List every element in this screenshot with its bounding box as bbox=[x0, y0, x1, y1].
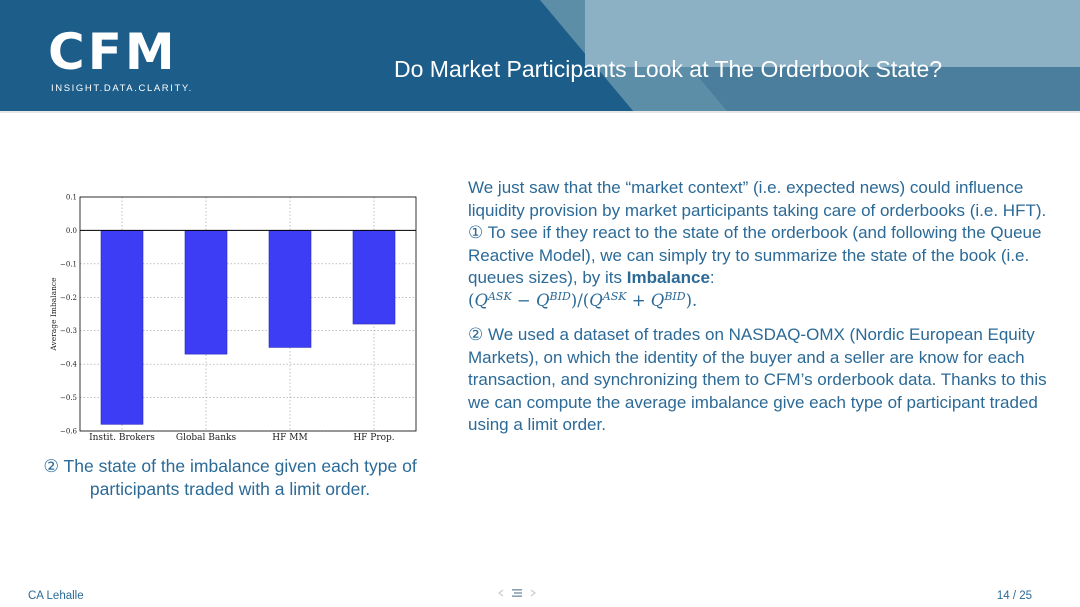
plot-frame bbox=[79, 196, 417, 432]
y-tick-label: 0.1 bbox=[66, 194, 77, 202]
colon: : bbox=[709, 268, 715, 287]
x-tick-label: Instit. Brokers bbox=[89, 433, 155, 443]
formula-ask: ASK bbox=[602, 289, 627, 303]
formula-q: Q bbox=[474, 290, 488, 310]
formula-close: ). bbox=[685, 290, 698, 310]
chart-bar bbox=[352, 230, 396, 325]
y-tick-label: −0.2 bbox=[60, 294, 77, 302]
formula-ask: ASK bbox=[487, 289, 512, 303]
chart-svg: 0.1 0.0 −0.1 −0.2 −0.3 −0.4 −0.5 −0.6 Instit. Br… bbox=[49, 194, 417, 443]
formula-minus: − bbox=[511, 290, 536, 310]
chart-bar bbox=[184, 230, 228, 355]
slide-header: CFM INSIGHT.DATA.CLARITY. Do Market Part… bbox=[0, 0, 1080, 111]
y-tick-label: −0.6 bbox=[60, 428, 78, 436]
imbalance-keyword: Imbalance bbox=[626, 268, 710, 287]
navigation-icons[interactable] bbox=[497, 586, 541, 600]
nav-prev-icon[interactable] bbox=[498, 589, 504, 597]
slide-body: We just saw that the “market context” (i… bbox=[468, 177, 1058, 437]
x-tick-label: Global Banks bbox=[176, 433, 237, 443]
imbalance-formula: (QASK − QBID)/(QASK + QBID). bbox=[468, 291, 697, 310]
formula-plus: + bbox=[626, 290, 651, 310]
nav-section-icon[interactable] bbox=[512, 595, 522, 597]
header-decor-band bbox=[585, 0, 1080, 67]
footer-author: CA Lehalle bbox=[28, 590, 84, 602]
paragraph-2: ② We used a dataset of trades on NASDAQ-… bbox=[468, 325, 1047, 434]
formula-bid: BID bbox=[664, 289, 686, 303]
x-tick-label: HF MM bbox=[272, 433, 307, 443]
formula-bid: BID bbox=[549, 289, 571, 303]
nav-section-icon[interactable] bbox=[512, 589, 522, 591]
slide-title: Do Market Participants Look at The Order… bbox=[394, 56, 943, 82]
imbalance-bar-chart: 0.1 0.0 −0.1 −0.2 −0.3 −0.4 −0.5 −0.6 Instit. Br… bbox=[44, 188, 424, 444]
formula-open: ( bbox=[468, 290, 475, 310]
logo-tagline: INSIGHT.DATA.CLARITY. bbox=[51, 83, 193, 94]
cfm-logo: CFM bbox=[48, 23, 178, 81]
paragraph-1-item: ① To see if they react to the state of t… bbox=[468, 223, 1042, 287]
paragraph-1-intro: We just saw that the “market context” (i… bbox=[468, 178, 1047, 220]
nav-section-icon[interactable] bbox=[514, 592, 522, 594]
formula-q: Q bbox=[536, 290, 550, 310]
chart-bar bbox=[100, 230, 144, 425]
y-tick-label: −0.3 bbox=[60, 327, 77, 335]
formula-mid: )/( bbox=[570, 290, 590, 310]
y-tick-label: −0.5 bbox=[60, 394, 77, 402]
y-tick-label: −0.4 bbox=[60, 361, 78, 369]
y-axis-label: Average Imbalance bbox=[49, 277, 58, 352]
page-number: 14 / 25 bbox=[996, 590, 1032, 602]
formula-q: Q bbox=[650, 290, 665, 310]
nav-next-icon[interactable] bbox=[530, 589, 536, 597]
paragraph-1: We just saw that the “market context” (i… bbox=[468, 177, 1058, 312]
y-tick-label: −0.1 bbox=[60, 260, 77, 268]
chart-bar bbox=[268, 230, 312, 348]
x-tick-label: HF Prop. bbox=[353, 433, 394, 443]
formula-q: Q bbox=[589, 290, 603, 310]
y-tick-label: 0.0 bbox=[66, 227, 77, 235]
figure-caption: ② The state of the imbalance given each … bbox=[43, 456, 417, 499]
header-divider bbox=[0, 111, 1080, 113]
